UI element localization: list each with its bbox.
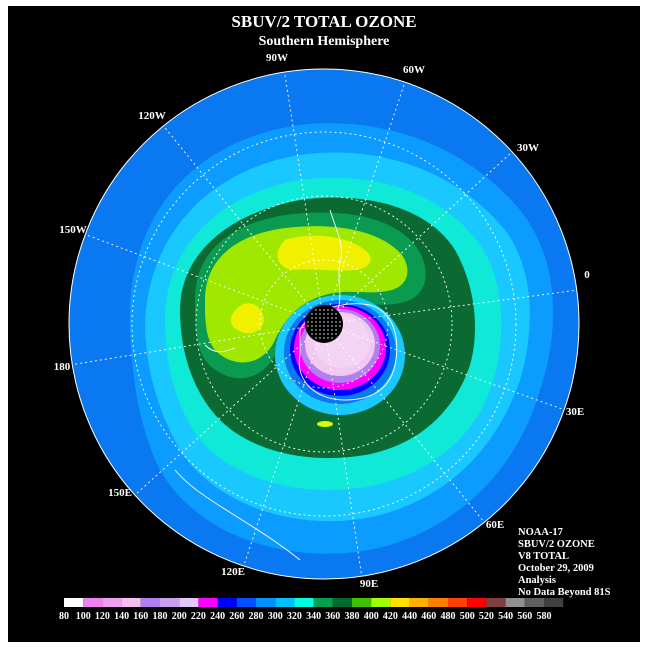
colorbar-swatch: [544, 598, 564, 607]
polar-cap-stipple: [307, 309, 341, 339]
product-version: V8 TOTAL: [518, 551, 569, 562]
colorbar-swatch: [332, 598, 352, 607]
colorbar-tick-label: 140: [114, 611, 129, 622]
colorbar-tick-label: 220: [191, 611, 206, 622]
colorbar-swatch: [505, 598, 525, 607]
colorbar-swatch: [256, 598, 276, 607]
lon-label-60e: 60E: [486, 519, 504, 531]
latitude-circle-70s: [259, 259, 389, 389]
map-subtitle: Southern Hemisphere: [259, 34, 390, 49]
no-data-polar-cap: [305, 305, 343, 343]
colorbar-tick-label: 120: [95, 611, 110, 622]
colorbar-tick-label: 300: [268, 611, 283, 622]
antarctica-coast: [298, 303, 398, 401]
colorbar-tick-label: 360: [325, 611, 340, 622]
ozone-band-420: [277, 235, 371, 271]
colorbar-swatch: [140, 598, 160, 607]
colorbar-swatch: [409, 598, 429, 607]
colorbar-swatch: [428, 598, 448, 607]
colorbar-tick-label: 180: [153, 611, 168, 622]
lon-label-90e: 90E: [360, 578, 378, 590]
colorbar-swatch: [390, 598, 410, 607]
colorbar-tick-label: 540: [498, 611, 513, 622]
colorbar-tick-label: 440: [402, 611, 417, 622]
colorbar-tick-label: 500: [460, 611, 475, 622]
colorbar-swatch: [294, 598, 314, 607]
colorbar-swatch: [275, 598, 295, 607]
australia-coast: [174, 469, 301, 561]
coastlines: [174, 209, 398, 561]
latitude-circle-30s: [131, 131, 517, 517]
colorbar-tick-label: 80: [59, 611, 69, 622]
lon-label-120w: 120W: [138, 110, 166, 122]
colorbar-swatch: [524, 598, 544, 607]
data-coverage-note: No Data Beyond 81S: [518, 587, 611, 598]
lon-label-150w: 150W: [59, 224, 87, 236]
lon-label-180: 180: [54, 361, 71, 373]
product-type: Analysis: [518, 575, 556, 586]
colorbar-swatch: [160, 598, 180, 607]
colorbar-tick-label: 260: [229, 611, 244, 622]
ozone-field: [69, 69, 579, 579]
colorbar-tick-label: 420: [383, 611, 398, 622]
ozone-patch: [317, 421, 333, 427]
colorbar-swatch: [448, 598, 468, 607]
lon-label-0: 0: [584, 269, 590, 281]
globe-outline: [68, 68, 580, 580]
lon-label-90w: 90W: [266, 52, 288, 64]
lon-label-120e: 120E: [221, 566, 245, 578]
colorbar-tick-label: 240: [210, 611, 225, 622]
latitude-circle-50s: [195, 195, 453, 453]
colorbar-tick-label: 400: [364, 611, 379, 622]
colorbar-tick-label: 200: [172, 611, 187, 622]
info-block: NOAA-17 SBUV/2 OZONE V8 TOTAL October 29…: [518, 527, 611, 598]
colorbar-swatch: [313, 598, 333, 607]
colorbar-tick-label: 380: [345, 611, 360, 622]
meridian-120e: [243, 323, 325, 566]
colorbar-swatch: [64, 598, 84, 607]
colorbar-swatch: [352, 598, 372, 607]
colorbar-tick-label: 100: [76, 611, 91, 622]
lon-label-150e: 150E: [108, 487, 132, 499]
colorbar-tick-label: 280: [249, 611, 264, 622]
colorbar-swatch: [486, 598, 506, 607]
lon-label-30w: 30W: [517, 142, 539, 154]
colorbar-swatch: [102, 598, 122, 607]
colorbar-swatch: [198, 598, 218, 607]
colorbar-swatch: [179, 598, 199, 607]
colorbar-swatch: [236, 598, 256, 607]
satellite-name: NOAA-17: [518, 527, 563, 538]
new-zealand-coast: [204, 344, 236, 353]
longitude-labels: 90W 60W 30W 0 30E 60E 90E 120E 150E 180 …: [54, 52, 591, 590]
colorbar-tick-label: 560: [517, 611, 532, 622]
lon-label-30e: 30E: [566, 406, 584, 418]
colorbar-swatch: [217, 598, 237, 607]
colorbar-tick-label: 460: [421, 611, 436, 622]
instrument-name: SBUV/2 OZONE: [518, 539, 595, 550]
south-america-coast: [329, 209, 342, 316]
graticule: [69, 69, 579, 579]
meridian-90w: [283, 69, 325, 325]
colorbar-swatch: [371, 598, 391, 607]
colorbar-swatch: [467, 598, 487, 607]
colorbar-tick-label: 160: [133, 611, 148, 622]
colorbar-swatch: [83, 598, 103, 607]
lon-label-60w: 60W: [403, 64, 425, 76]
colorbar-swatch: [121, 598, 141, 607]
colorbar-tick-label: 480: [441, 611, 456, 622]
map-title: SBUV/2 TOTAL OZONE: [231, 12, 416, 31]
colorbar-tick-label: 580: [537, 611, 552, 622]
ozone-band-420-b: [230, 303, 264, 334]
colorbar-tick-label: 320: [287, 611, 302, 622]
observation-date: October 29, 2009: [518, 563, 594, 574]
colorbar-tick-label: 340: [306, 611, 321, 622]
colorbar-tick-label: 520: [479, 611, 494, 622]
colorbar: 80 100 120 140 160 180 200 220 240 260 280 300 320 34…: [59, 598, 564, 622]
